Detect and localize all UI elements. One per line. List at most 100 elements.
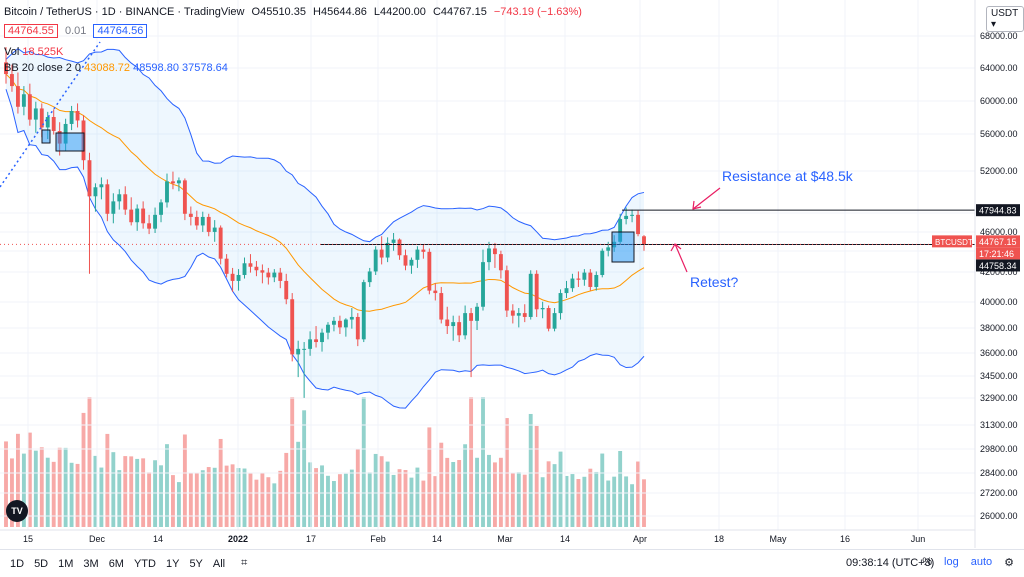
candle-body bbox=[326, 324, 330, 333]
price-chart[interactable]: Resistance at $48.5k Retest? 68000.00 6400… bbox=[0, 0, 1024, 548]
volume-value: 18.525K bbox=[22, 46, 64, 58]
candle-body bbox=[397, 239, 402, 256]
candle-body bbox=[153, 214, 158, 229]
price-tick-label: 31300.00 bbox=[980, 420, 1018, 430]
volume-bar bbox=[564, 475, 569, 527]
volume-bar bbox=[457, 460, 462, 527]
tf-1m[interactable]: 1M bbox=[58, 557, 74, 570]
candle-body bbox=[272, 272, 277, 278]
tf-all[interactable]: All bbox=[212, 557, 226, 570]
log-toggle[interactable]: log bbox=[944, 556, 959, 568]
candle-body bbox=[45, 117, 50, 128]
clock-readout[interactable]: 09:38:14 (UTC+3) bbox=[846, 557, 935, 569]
volume-bar bbox=[87, 397, 92, 527]
volume-indicator-legend[interactable]: Vol 18.525K bbox=[4, 46, 63, 58]
tf-5d[interactable]: 5D bbox=[34, 557, 49, 570]
candle-body bbox=[469, 313, 474, 321]
tf-1d[interactable]: 1D bbox=[10, 557, 25, 570]
tf-3m[interactable]: 3M bbox=[83, 557, 99, 570]
candle-body bbox=[99, 184, 104, 188]
goto-date-icon[interactable]: ⌗ bbox=[241, 557, 248, 569]
volume-bar bbox=[379, 456, 384, 527]
candle-body bbox=[147, 223, 152, 229]
volume-bar bbox=[403, 470, 408, 527]
volume-bar bbox=[546, 461, 551, 527]
volume-bar bbox=[33, 450, 38, 527]
volume-bar bbox=[570, 474, 575, 527]
volume-bar bbox=[129, 456, 134, 527]
candle-body bbox=[314, 339, 318, 343]
volume-bar bbox=[475, 457, 479, 527]
buy-price-tag[interactable]: 44764.56 bbox=[93, 24, 148, 38]
volume-bar bbox=[248, 473, 253, 527]
sell-price-tag[interactable]: 44764.55 bbox=[4, 24, 58, 38]
currency-selector[interactable]: USDT ▾ bbox=[986, 6, 1024, 32]
volume-bar bbox=[487, 454, 491, 527]
volume-bar bbox=[81, 412, 86, 527]
candle-body bbox=[123, 194, 128, 210]
volume-bar bbox=[314, 468, 318, 527]
tf-5y[interactable]: 5Y bbox=[189, 557, 203, 570]
volume-bar bbox=[576, 479, 581, 527]
candle-body bbox=[200, 216, 205, 226]
candle-body bbox=[349, 316, 354, 320]
candle-body bbox=[10, 74, 14, 87]
retest-arrow bbox=[674, 243, 688, 273]
volume-bar bbox=[99, 467, 104, 527]
time-tick-label: Dec bbox=[89, 534, 106, 544]
candle-body bbox=[212, 227, 217, 232]
candle-body bbox=[33, 108, 38, 120]
tf-ytd[interactable]: YTD bbox=[133, 557, 156, 570]
volume-bar bbox=[111, 452, 116, 527]
candle-body bbox=[93, 187, 98, 197]
candle-body bbox=[224, 258, 229, 274]
volume-bar bbox=[600, 453, 605, 527]
candle-body bbox=[576, 278, 581, 280]
auto-toggle[interactable]: auto bbox=[970, 556, 993, 568]
candle-body bbox=[534, 273, 539, 310]
gear-icon[interactable]: ⚙ bbox=[1004, 557, 1014, 569]
candle-body bbox=[504, 270, 509, 311]
volume-bar bbox=[588, 468, 593, 527]
bb-lower-value: 37578.64 bbox=[182, 62, 228, 74]
candle-body bbox=[290, 299, 295, 355]
volume-bar bbox=[182, 434, 187, 527]
candle-body bbox=[260, 270, 265, 273]
volume-bar bbox=[492, 462, 497, 527]
countdown-tag: 17:21:46 bbox=[979, 249, 1014, 259]
candle-body bbox=[457, 322, 462, 336]
volume-bar bbox=[337, 474, 342, 527]
symbol-title[interactable]: Bitcoin / TetherUS · 1D · BINANCE · Trad… bbox=[4, 6, 245, 18]
price-tick-label: 38000.00 bbox=[980, 323, 1018, 333]
price-tick-label: 56000.00 bbox=[980, 129, 1018, 139]
candle-body bbox=[510, 310, 515, 316]
volume-bar bbox=[528, 413, 533, 527]
volume-bar bbox=[93, 455, 98, 527]
volume-bar bbox=[27, 432, 32, 527]
volume-bar bbox=[534, 425, 539, 527]
volume-bar bbox=[630, 484, 635, 527]
bollinger-legend[interactable]: BB 20 close 2 0 43088.72 48598.80 37578.… bbox=[4, 62, 228, 74]
volume-bar bbox=[176, 482, 181, 527]
candle-body bbox=[39, 108, 44, 128]
symbol-tag-bg bbox=[932, 235, 972, 248]
volume-bar bbox=[188, 472, 193, 527]
candle-body bbox=[373, 249, 378, 272]
tradingview-logo-icon: TV bbox=[6, 500, 28, 522]
price-tick-label: 36000.00 bbox=[980, 348, 1018, 358]
tf-6m[interactable]: 6M bbox=[108, 557, 124, 570]
candle-body bbox=[558, 293, 563, 314]
volume-bar bbox=[45, 457, 50, 527]
ohlc-high: H45644.86 bbox=[313, 6, 367, 18]
volume-bar bbox=[218, 438, 223, 527]
volume-bar bbox=[361, 397, 366, 527]
volume-bar bbox=[642, 479, 646, 527]
volume-bar bbox=[510, 472, 515, 527]
percent-toggle[interactable]: % bbox=[922, 556, 933, 568]
volume-bar bbox=[624, 476, 629, 527]
volume-bar bbox=[266, 477, 271, 527]
tf-1y[interactable]: 1Y bbox=[165, 557, 180, 570]
volume-bar bbox=[224, 465, 229, 527]
resistance-arrow bbox=[692, 187, 721, 210]
bb-fill bbox=[6, 48, 644, 409]
